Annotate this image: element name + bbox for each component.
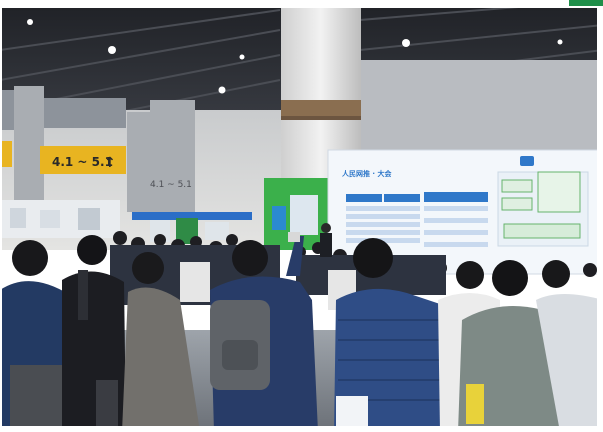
frame-top — [0, 0, 603, 8]
windows — [0, 90, 126, 130]
hall-sign-text: 4.1 ~ 5.1 — [52, 155, 113, 169]
frame-left — [0, 0, 2, 432]
frame-bottom — [0, 426, 603, 432]
person-grey-backpack — [210, 232, 318, 432]
person-coat — [122, 252, 200, 432]
presenter — [320, 223, 332, 257]
ceiling-lights — [27, 19, 563, 94]
svg-text:↑: ↑ — [104, 155, 116, 171]
pillar-sign: 4.1 ~ 5.1 — [150, 180, 192, 190]
screen-title: 人民网推 · 大会 — [342, 169, 393, 178]
hall-sign-left: 4.1 ~ 5.1 ↑ — [0, 141, 126, 174]
far-booths — [0, 200, 252, 244]
person-black-backpack — [62, 235, 126, 432]
phone-icon — [288, 232, 300, 242]
frame-right — [597, 0, 603, 432]
person-far-right — [536, 260, 603, 432]
corner-accent — [569, 0, 603, 6]
person-left-navy — [0, 240, 72, 432]
